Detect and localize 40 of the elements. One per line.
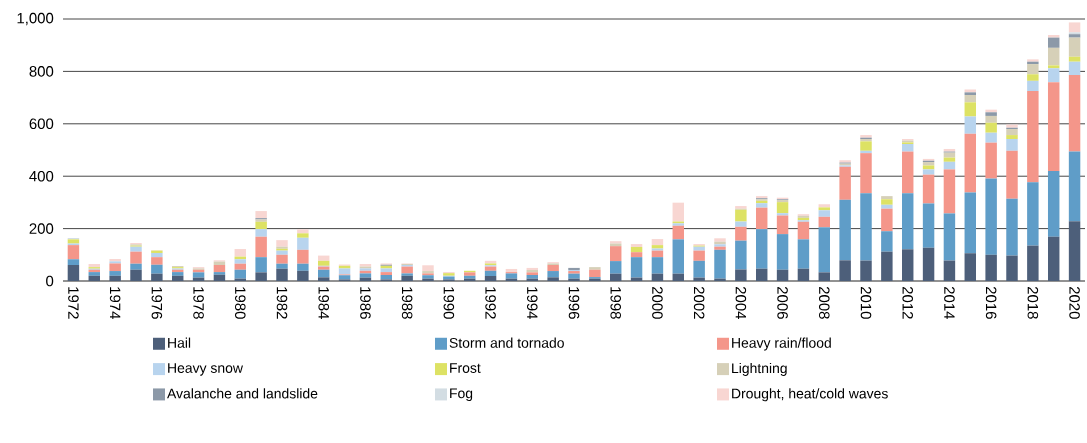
y-tick-label: 800 xyxy=(29,66,54,77)
x-tick-label: 2020 xyxy=(1069,286,1080,319)
x-tick-label: 1986 xyxy=(360,287,371,319)
legend-label: Fog xyxy=(450,388,473,401)
x-tick-label: 1980 xyxy=(235,287,246,319)
y-tick-label: 200 xyxy=(29,223,54,234)
x-tick-label: 1984 xyxy=(318,287,330,319)
x-tick-label: 2016 xyxy=(985,286,997,319)
x-tick-label: 1988 xyxy=(401,287,413,319)
x-tick-label: 2008 xyxy=(819,286,830,319)
x-tick-label: 1978 xyxy=(193,287,204,319)
x-tick-label: 1990 xyxy=(443,287,455,319)
x-tick-label: 1974 xyxy=(109,287,121,319)
legend-label: Frost xyxy=(450,363,481,373)
x-tick-label: 2012 xyxy=(902,286,914,319)
legend-label: Avalanche and landslide xyxy=(167,388,318,399)
y-tick-label: 1,000 xyxy=(17,12,54,26)
legend-label: Heavy snow xyxy=(168,363,243,376)
y-tick-label: 600 xyxy=(29,118,54,130)
legend-label: Storm and tornado xyxy=(449,337,564,348)
x-tick-label: 1994 xyxy=(527,287,538,319)
x-tick-label: 1992 xyxy=(485,287,496,319)
x-tick-label: 2014 xyxy=(944,286,955,319)
y-tick-label: 0 xyxy=(46,275,54,287)
x-tick-label: 1976 xyxy=(151,287,163,319)
legend-label: Drought, heat/cold waves xyxy=(732,388,888,402)
x-tick-label: 1996 xyxy=(568,287,580,319)
x-tick-label: 2000 xyxy=(652,286,663,319)
x-tick-label: 2010 xyxy=(860,286,872,319)
legend-label: Lightning xyxy=(732,362,787,376)
legend-label: Heavy rain/flood xyxy=(732,337,831,351)
x-tick-label: 1972 xyxy=(68,287,79,319)
x-tick-label: 1998 xyxy=(610,287,622,319)
x-tick-label: 1982 xyxy=(276,287,288,319)
x-tick-label: 2006 xyxy=(777,286,788,319)
x-tick-label: 2004 xyxy=(735,286,747,319)
x-tick-label: 2018 xyxy=(1027,286,1039,319)
legend-label: Hail xyxy=(168,337,191,348)
x-tick-label: 2002 xyxy=(693,286,705,319)
y-tick-label: 400 xyxy=(29,170,54,182)
